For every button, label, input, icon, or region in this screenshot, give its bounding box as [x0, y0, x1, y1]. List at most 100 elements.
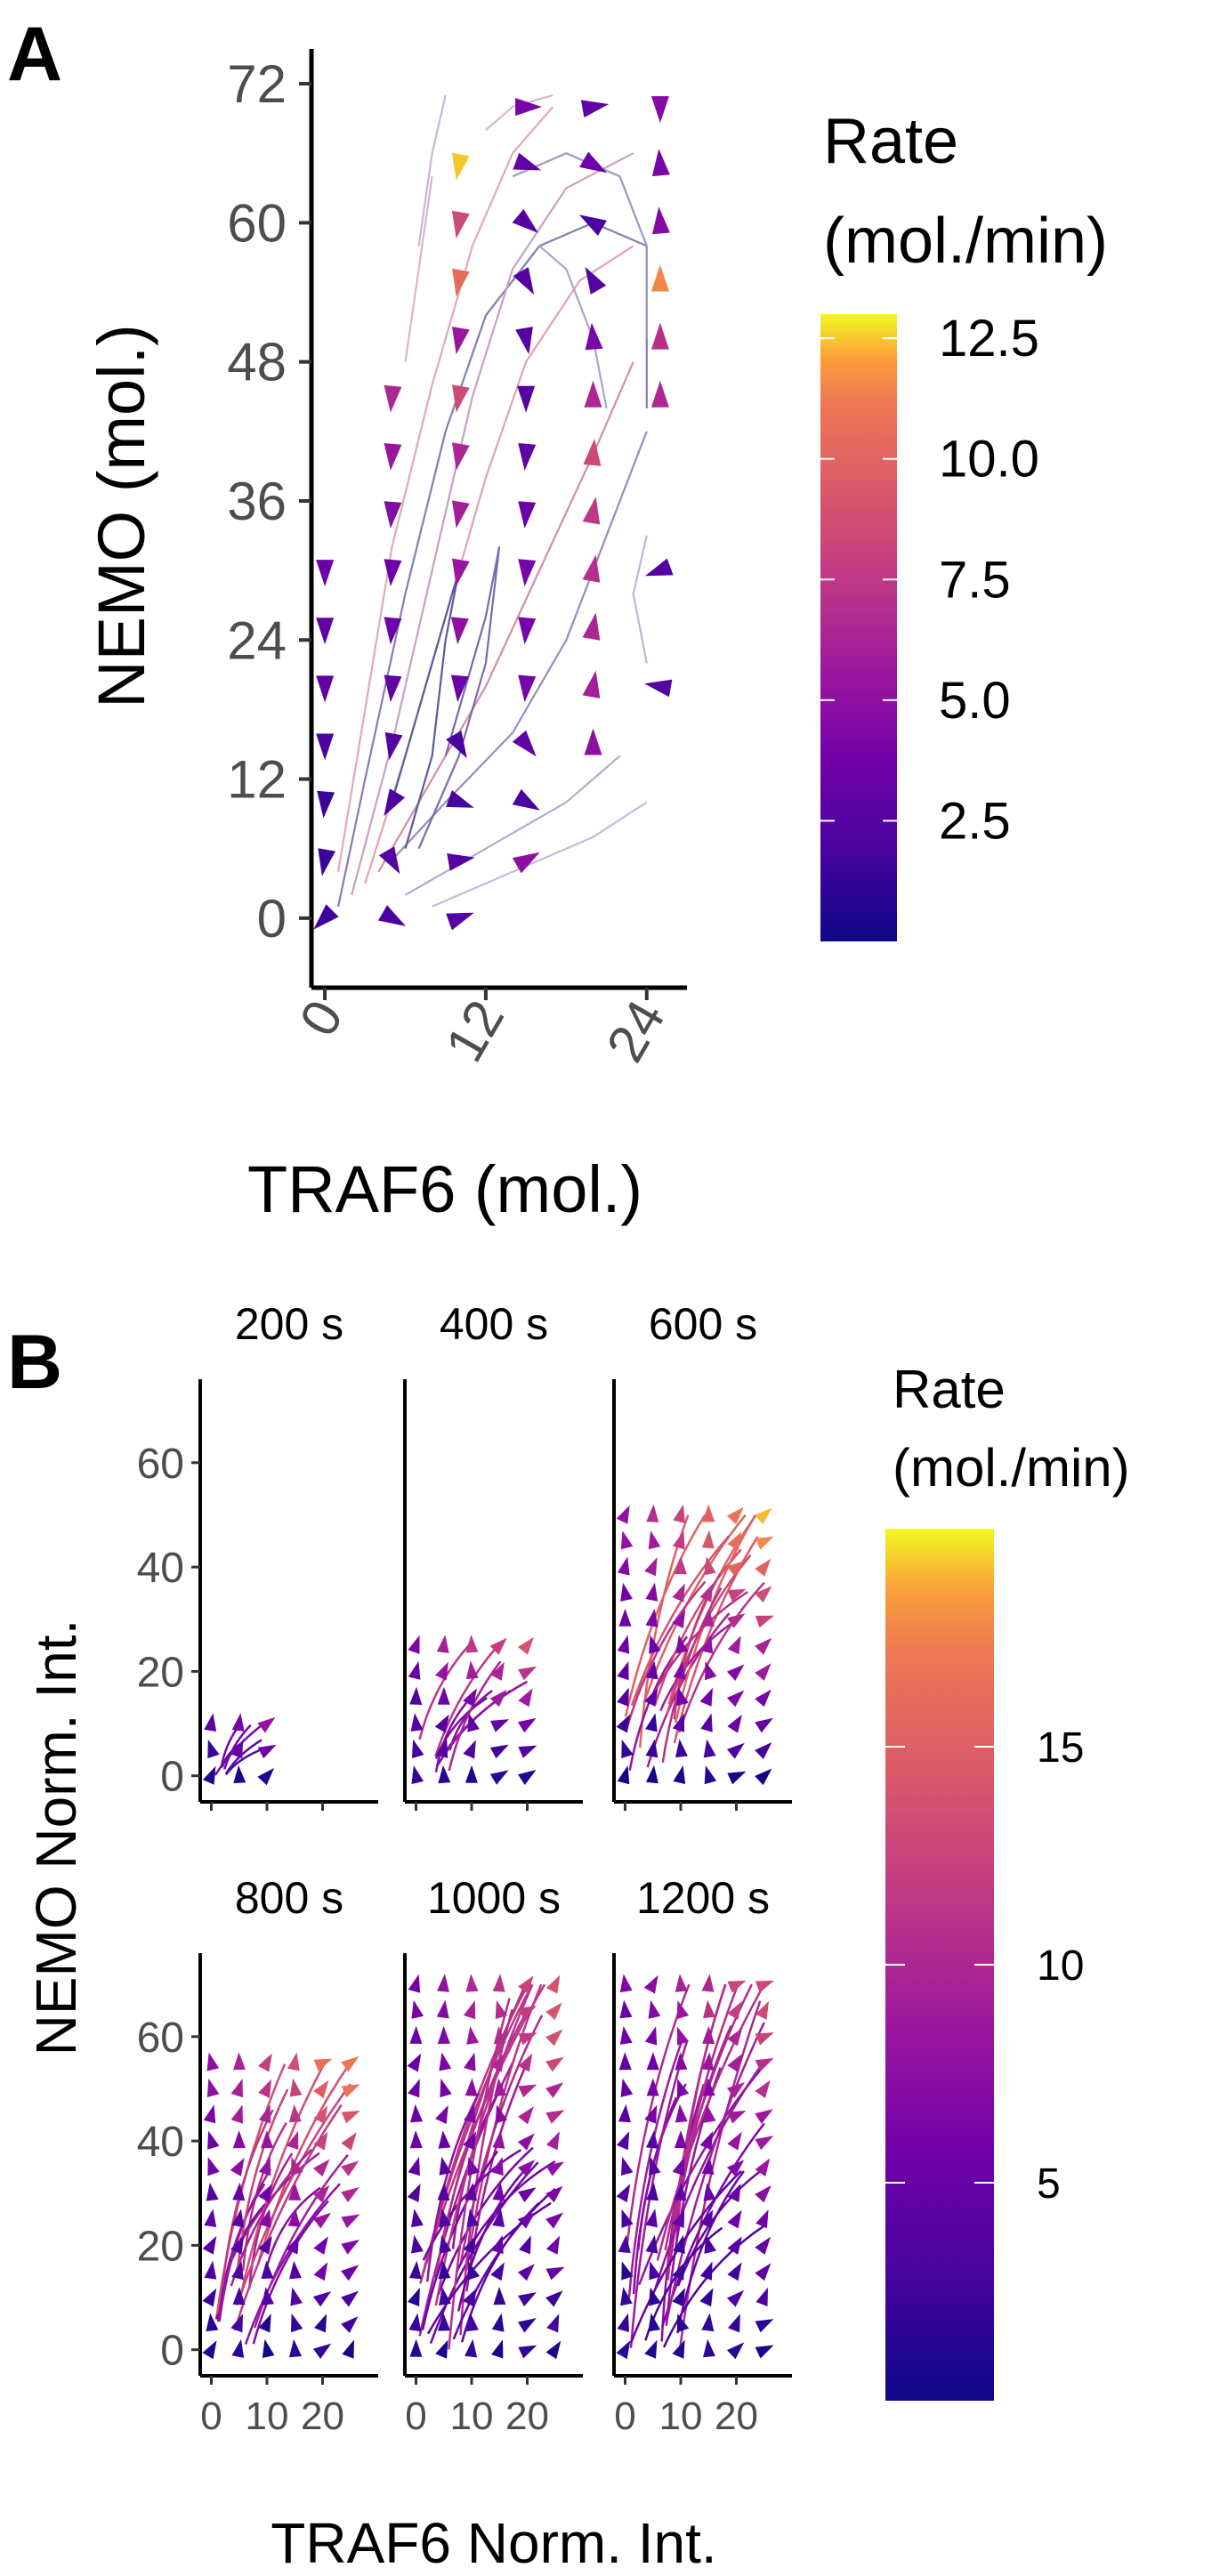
panel-b-facet: 400 s: [403, 1299, 583, 1811]
panel-b-arrow: [257, 1767, 275, 1786]
panel-b-arrow: [489, 1744, 509, 1759]
panel-b-arrow: [313, 2236, 328, 2255]
panel-b-arrow: [230, 2158, 245, 2176]
panel-b-arrow: [755, 2184, 772, 2203]
panel-a-arrow: [584, 380, 602, 408]
panel-b-arrow: [704, 1556, 716, 1576]
panel-b-arrow: [341, 2187, 360, 2202]
panel-b-arrow: [727, 2209, 742, 2229]
panel-b-arrow: [545, 2185, 563, 2203]
panel-b-arrow: [616, 2131, 630, 2151]
panel-b-arrow: [755, 1615, 774, 1628]
panel-b-arrow: [620, 2287, 633, 2306]
panel-b-streamline: [456, 2168, 526, 2312]
panel-b-arrow: [703, 1999, 715, 2019]
panel-b-colorbar-label: 10: [1037, 1942, 1084, 1990]
panel-b-streamline: [678, 1581, 765, 1733]
panel-b-arrow: [620, 1582, 633, 1602]
panel-b-arrow: [341, 2160, 360, 2176]
panel-b-arrow: [545, 2110, 565, 2124]
panel-b-y-tick-label: 20: [137, 1649, 184, 1696]
panel-b-arrow: [617, 1635, 630, 1654]
panel-b-arrow: [463, 2000, 476, 2020]
panel-b-facet-arrows: [202, 1713, 277, 1786]
panel-a-arrow: [317, 790, 335, 819]
panel-b-arrow: [439, 2052, 452, 2071]
panel-b-arrow: [439, 2234, 452, 2254]
panel-b-arrow: [312, 2343, 332, 2359]
panel-b-facet-arrows: [202, 2052, 360, 2360]
panel-b-arrow: [755, 1689, 772, 1708]
panel-b-arrow: [704, 1765, 717, 1785]
panel-b-arrow: [675, 1739, 688, 1758]
panel-b-arrow: [230, 1740, 244, 1759]
panel-a-arrow: [579, 151, 608, 174]
panel-b-arrow: [673, 1530, 685, 1550]
panel-b-arrow: [341, 2214, 360, 2228]
panel-a-arrow: [580, 100, 610, 118]
panel-b-arrow: [204, 2260, 217, 2280]
panel-b-arrow: [620, 2156, 634, 2176]
panel-b-arrow: [490, 1661, 505, 1681]
panel-b-letter: B: [7, 1320, 62, 1405]
panel-a-arrow: [518, 617, 537, 645]
panel-a-x-tick-label: 24: [595, 990, 676, 1071]
panel-b-arrow: [291, 2157, 303, 2176]
panel-b-arrow: [617, 2313, 629, 2332]
panel-b-arrow: [672, 2157, 685, 2176]
panel-b-arrow: [755, 2287, 768, 2306]
panel-b-arrow: [755, 2263, 772, 2281]
panel-b-arrow: [518, 2345, 537, 2359]
panel-b-streamline: [629, 2040, 689, 2348]
panel-b-arrow: [258, 2053, 272, 2072]
panel-b-arrow: [258, 2157, 271, 2176]
panel-b-arrow: [436, 1999, 449, 2019]
panel-a-x-tick-label: 0: [288, 990, 355, 1046]
panel-b-y-tick-label: 20: [137, 2223, 184, 2270]
panel-b-arrow: [258, 2235, 272, 2255]
panel-b-arrow: [674, 1556, 687, 1575]
panel-b-arrow: [232, 2287, 246, 2305]
panel-b-arrow: [619, 1974, 633, 1993]
panel-b-arrow: [291, 2313, 303, 2333]
panel-b-arrow: [755, 1742, 772, 1759]
panel-a-streamline: [351, 152, 634, 896]
panel-b-arrow: [287, 2052, 300, 2071]
panel-b-arrow: [206, 2313, 219, 2332]
panel-b-x-tick-label: 10: [246, 2394, 289, 2438]
panel-b-arrow: [645, 1713, 658, 1732]
panel-b-arrow: [699, 2288, 714, 2307]
panel-a-y-tick-label: 0: [257, 889, 287, 949]
panel-a-arrow: [518, 674, 537, 703]
panel-b-streamline: [630, 1535, 730, 1707]
panel-b-streamline: [418, 1644, 470, 1740]
panel-b-arrow: [230, 2314, 244, 2333]
panel-b-arrow: [648, 2313, 660, 2332]
panel-b-arrow: [490, 2053, 505, 2072]
panel-b-arrow: [545, 2056, 564, 2072]
panel-a-y-ticks: 0 12 24 36 48 60 72: [227, 54, 311, 949]
panel-b-facet-title: 200 s: [235, 1299, 343, 1349]
panel-b-arrow: [701, 1974, 715, 1992]
panel-b-arrow: [411, 2209, 424, 2228]
panel-b-arrow: [204, 2209, 217, 2227]
panel-a-arrow: [512, 730, 537, 757]
panel-a-y-tick-label: 12: [227, 750, 287, 810]
panel-b-legend-title-line1: Rate: [893, 1360, 1006, 1419]
panel-b-arrow: [464, 2052, 476, 2071]
panel-b-arrow: [231, 2261, 244, 2281]
panel-a-arrow: [384, 674, 402, 703]
panel-b-arrow: [755, 2345, 774, 2359]
panel-b-arrow: [672, 2339, 685, 2359]
panel-a-colorbar-label: 2.5: [939, 792, 1011, 850]
panel-b-arrow: [618, 2234, 631, 2254]
panel-b-arrow: [231, 2209, 245, 2228]
panel-a-streamline: [337, 106, 554, 872]
panel-b-arrow: [672, 2261, 685, 2281]
panel-b-arrow: [699, 2209, 714, 2229]
panel-b-streamline: [256, 2062, 351, 2265]
panel-b-arrow: [207, 2130, 220, 2150]
panel-b-streamline: [429, 2161, 539, 2345]
panel-b-facet-arrows: [408, 1635, 537, 1785]
